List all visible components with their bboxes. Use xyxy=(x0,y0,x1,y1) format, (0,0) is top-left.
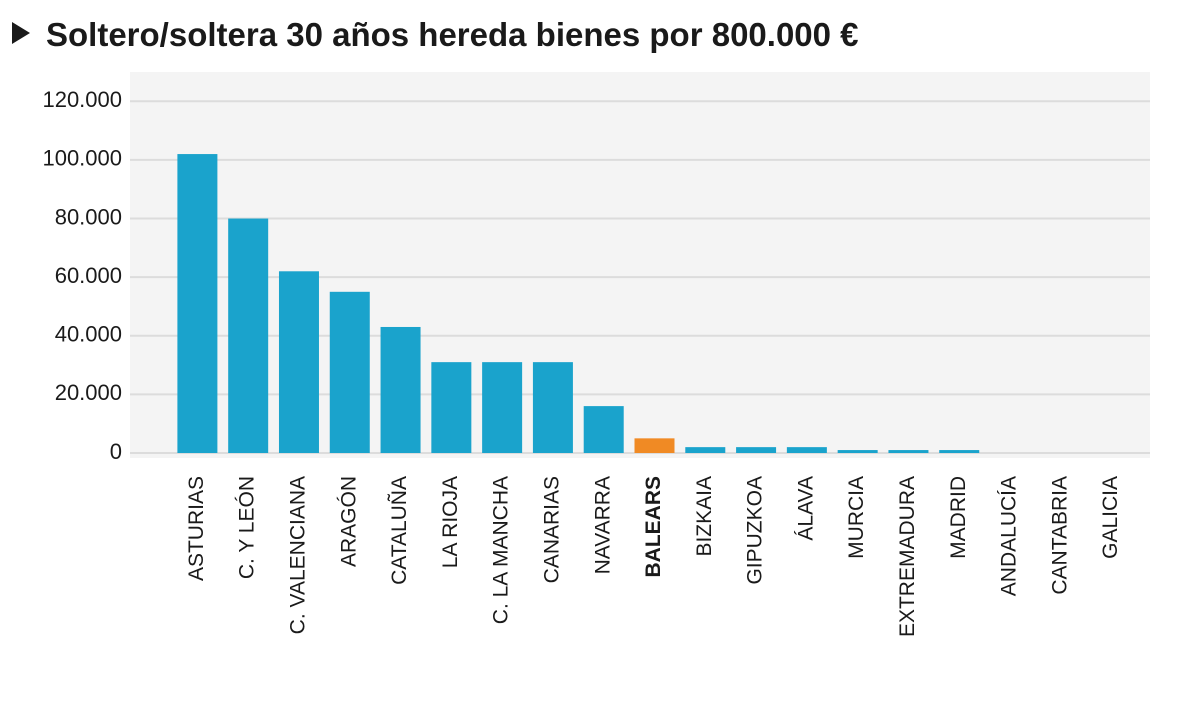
y-tick-label: 120.000 xyxy=(42,87,122,112)
x-tick-label: LA RIOJA xyxy=(439,476,462,568)
bar xyxy=(431,362,472,453)
bar xyxy=(329,291,370,453)
x-tick-label: C. Y LEÓN xyxy=(236,476,259,579)
x-tick-label: BIZKAIA xyxy=(693,476,716,557)
x-tick-label: CANARIAS xyxy=(540,476,563,583)
x-tick-label: ÁLAVA xyxy=(794,476,817,541)
bar xyxy=(939,450,980,453)
chart-title: Soltero/soltera 30 años hereda bienes po… xyxy=(46,16,859,53)
x-tick-label: NAVARRA xyxy=(591,476,614,574)
x-tick-label: BALEARS xyxy=(642,476,665,578)
bar xyxy=(837,450,878,453)
bar xyxy=(736,447,777,453)
bar xyxy=(380,326,421,453)
x-tick-label: EXTREMADURA xyxy=(896,476,919,637)
y-tick-label: 100.000 xyxy=(42,146,122,171)
x-tick-label: ARAGÓN xyxy=(337,476,360,567)
x-tick-label: ANDALUCÍA xyxy=(998,476,1021,596)
bar xyxy=(532,362,573,453)
x-tick-label: CATALUÑA xyxy=(387,476,411,585)
y-tick-label: 0 xyxy=(110,439,122,464)
x-tick-label: ASTURIAS xyxy=(185,476,208,581)
bar xyxy=(786,447,827,453)
y-tick-label: 60.000 xyxy=(55,263,122,288)
bar xyxy=(228,218,269,453)
x-tick-label: CANTABRIA xyxy=(1048,476,1071,595)
bar xyxy=(482,362,523,453)
bar xyxy=(177,154,218,454)
x-tick-label: C. VALENCIANA xyxy=(287,476,310,634)
y-tick-label: 20.000 xyxy=(55,380,122,405)
bar xyxy=(634,438,675,453)
title-marker xyxy=(12,22,30,44)
y-tick-label: 80.000 xyxy=(55,204,122,229)
x-tick-label: GIPUZKOA xyxy=(744,476,767,585)
x-tick-label: GALICIA xyxy=(1099,476,1122,559)
y-tick-label: 40.000 xyxy=(55,322,122,347)
x-tick-label: MURCIA xyxy=(845,476,868,559)
bar xyxy=(278,271,319,453)
x-tick-label: C. LA MANCHA xyxy=(490,476,513,624)
bar xyxy=(888,450,929,453)
bar xyxy=(685,447,726,453)
x-tick-label: MADRID xyxy=(947,476,970,559)
bar xyxy=(583,406,624,453)
